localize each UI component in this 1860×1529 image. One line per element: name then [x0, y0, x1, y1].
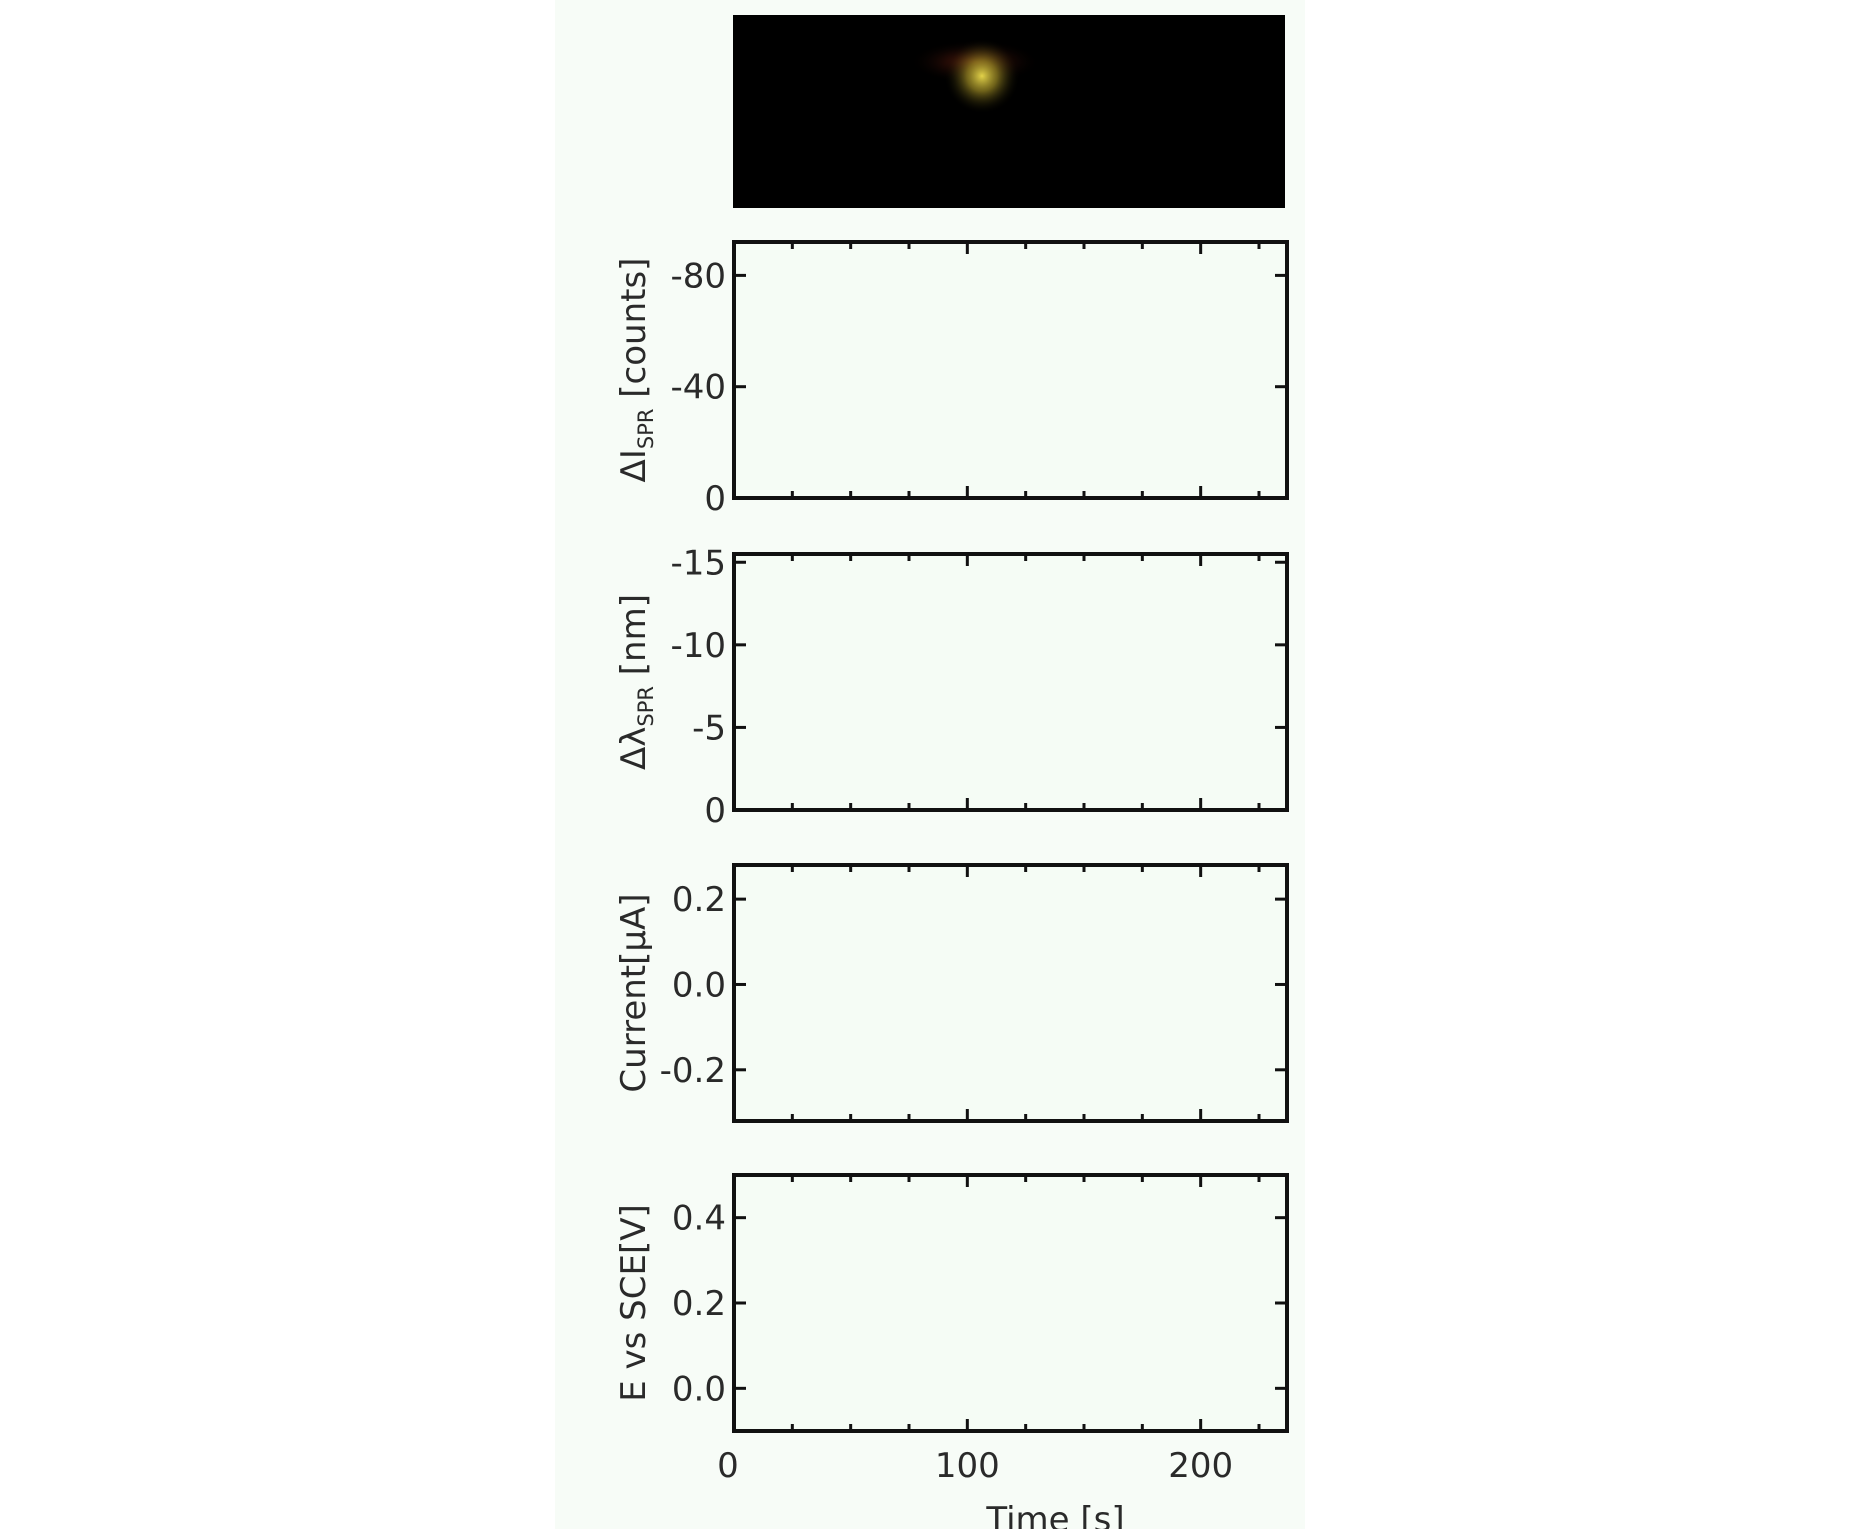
y-axis-title-unit: [nm] [614, 594, 654, 686]
y-tick-label: 0.2 [672, 880, 726, 920]
y-axis-title-main: E vs SCE[V] [614, 1204, 654, 1402]
bright-spot [944, 38, 1020, 114]
y-axis-title-main: ΔI [614, 449, 654, 482]
plot-area [732, 863, 1289, 1123]
y-axis-title: Current[μA] [614, 893, 654, 1092]
plot-area [732, 552, 1289, 812]
y-tick-label: -10 [670, 626, 726, 666]
y-tick-label: -40 [670, 368, 726, 408]
y-tick-label: -5 [692, 708, 726, 748]
x-tick-label: 100 [935, 1446, 1000, 1486]
x-tick-label: 200 [1168, 1446, 1233, 1486]
dark-field-image [733, 15, 1285, 208]
plot-area [732, 1173, 1289, 1433]
y-tick-label: 0.0 [672, 965, 726, 1005]
y-axis-title-unit: [counts] [614, 258, 654, 409]
chart-panel-1: -80 -40 0 ΔISPR [counts] [614, 240, 1289, 519]
y-axis-title: ΔλSPR [nm] [614, 594, 658, 770]
y-tick-label: -80 [670, 256, 726, 296]
y-tick-label: 0 [704, 479, 726, 519]
y-axis-title-main: Δλ [614, 727, 654, 770]
y-tick-label: 0.0 [672, 1369, 726, 1409]
x-axis-title: Time [s] [985, 1500, 1124, 1529]
plot-area [732, 240, 1289, 500]
y-tick-label: 0.2 [672, 1284, 726, 1324]
chart-panel-4: 0.4 0.2 0.0 E vs SCE[V] 0 100 200 Time [s] [614, 1173, 1289, 1529]
y-tick-label: 0 [704, 791, 726, 831]
x-tick-label: 0 [717, 1446, 739, 1486]
y-axis-title-subscript: SPR [634, 409, 658, 450]
y-axis-title: E vs SCE[V] [614, 1204, 654, 1402]
y-tick-label: 0.4 [672, 1199, 726, 1239]
chart-panel-2: -15 -10 -5 0 ΔλSPR [nm] [614, 543, 1289, 831]
y-axis-title-subscript: SPR [634, 686, 658, 727]
y-tick-label: -0.2 [660, 1051, 726, 1091]
y-axis-title: ΔISPR [counts] [614, 258, 658, 483]
y-axis-title-main: Current[μA] [614, 893, 654, 1092]
y-tick-label: -15 [670, 543, 726, 583]
